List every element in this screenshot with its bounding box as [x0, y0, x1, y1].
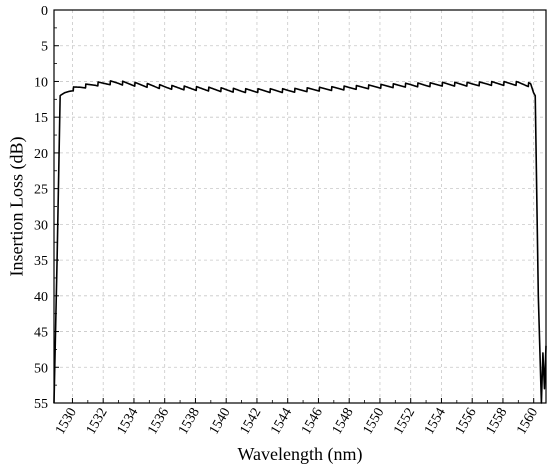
x-tick-label: 1534 — [114, 406, 141, 438]
series-line — [53, 80, 547, 404]
x-tick-label: 1558 — [483, 406, 510, 438]
plot-frame — [53, 9, 547, 404]
x-tick-label: 1542 — [237, 406, 264, 438]
x-tick-label: 1546 — [299, 406, 326, 438]
y-tick-label: 25 — [34, 183, 48, 198]
y-tick-label: 55 — [34, 397, 48, 412]
x-tick-label: 1536 — [145, 406, 172, 438]
x-axis: 1530 1532 1534 1536 1538 1540 1542 1544 1546 1548… — [53, 398, 541, 437]
x-tick-label: 1554 — [422, 406, 449, 438]
plot-area — [53, 80, 547, 404]
y-tick-label: 40 — [34, 290, 48, 305]
y-axis: 0 5 10 15 20 25 30 35 40 45 50 55 — [34, 4, 59, 412]
x-tick-label: 1530 — [53, 406, 80, 438]
x-tick-label: 1548 — [330, 406, 357, 438]
y-tick-label: 45 — [34, 326, 48, 341]
x-tick-label: 1560 — [514, 406, 541, 438]
x-axis-title: Wavelength (nm) — [237, 444, 362, 465]
y-tick-label: 35 — [34, 254, 48, 269]
x-tick-label: 1532 — [84, 406, 111, 438]
y-axis-title: Insertion Loss (dB) — [6, 137, 27, 277]
y-tick-label: 5 — [41, 40, 48, 55]
x-tick-label: 1550 — [360, 406, 387, 438]
y-tick-label: 0 — [41, 4, 48, 19]
y-tick-label: 50 — [34, 361, 48, 376]
x-tick-label: 1552 — [391, 406, 418, 438]
y-tick-label: 15 — [34, 111, 48, 126]
x-tick-label: 1556 — [453, 406, 480, 438]
x-tick-label: 1540 — [207, 406, 234, 438]
y-tick-label: 10 — [34, 75, 48, 90]
x-tick-label: 1538 — [176, 406, 203, 438]
grid — [54, 9, 546, 404]
y-tick-label: 20 — [34, 147, 48, 162]
y-tick-label: 30 — [34, 218, 48, 233]
x-tick-label: 1544 — [268, 406, 295, 438]
